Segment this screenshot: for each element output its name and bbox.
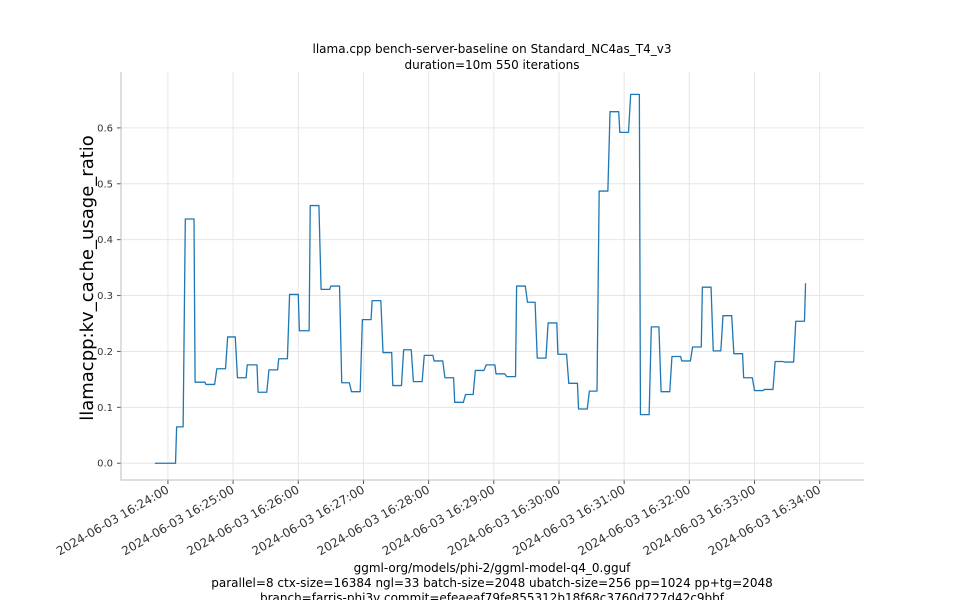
chart-subtitle: duration=10m 550 iterations (405, 58, 580, 72)
footer-model: ggml-org/models/phi-2/ggml-model-q4_0.gg… (354, 561, 632, 575)
y-tick-label: 0.4 (97, 235, 113, 246)
y-tick-label: 0.1 (97, 403, 113, 414)
x-tick-label: 2024-06-03 16:32:00 (575, 482, 692, 558)
footer-params: parallel=8 ctx-size=16384 ngl=33 batch-s… (211, 576, 772, 590)
y-tick-label: 0.2 (97, 347, 113, 358)
y-tick-label: 0.3 (97, 291, 113, 302)
series-line (154, 93, 807, 464)
x-tick-label: 2024-06-03 16:26:00 (184, 482, 301, 558)
x-tick-label: 2024-06-03 16:24:00 (54, 482, 171, 558)
grid (121, 72, 864, 480)
x-tick-label: 2024-06-03 16:31:00 (510, 482, 627, 558)
x-tick-label: 2024-06-03 16:34:00 (706, 482, 823, 558)
chart-title: llama.cpp bench-server-baseline on Stand… (313, 42, 672, 56)
x-tick-label: 2024-06-03 16:27:00 (250, 482, 367, 558)
y-tick-label: 0.0 (97, 459, 113, 470)
y-tick-label: 0.5 (97, 179, 113, 190)
x-tick-label: 2024-06-03 16:29:00 (380, 482, 497, 558)
x-tick-label: 2024-06-03 16:33:00 (641, 482, 758, 558)
x-tick-label: 2024-06-03 16:28:00 (315, 482, 432, 558)
x-tick-label: 2024-06-03 16:25:00 (119, 482, 236, 558)
y-tick-label: 0.6 (97, 123, 113, 134)
footer-branch: branch=farris-phi3v commit=efeaeaf79fe85… (260, 591, 725, 600)
plot-area (154, 93, 807, 464)
axis-spines (120, 72, 864, 481)
axes: 0.0 0.1 0.2 0.3 0.4 0.5 0.6 2024-06-03 16:24:00… (54, 72, 864, 558)
y-axis-label: llamacpp:kv_cache_usage_ratio (77, 135, 98, 421)
x-tick-label: 2024-06-03 16:30:00 (445, 482, 562, 558)
